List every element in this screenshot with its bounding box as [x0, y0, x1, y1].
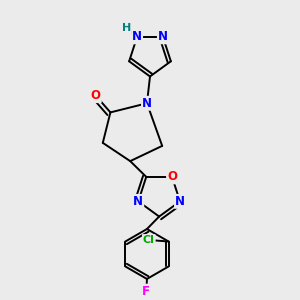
Text: O: O — [167, 170, 177, 183]
Text: Cl: Cl — [143, 235, 155, 245]
Text: N: N — [142, 97, 152, 110]
Text: N: N — [175, 195, 185, 208]
Text: O: O — [91, 89, 101, 102]
Text: N: N — [133, 195, 143, 208]
Text: F: F — [142, 285, 150, 298]
Text: N: N — [158, 30, 168, 43]
Text: H: H — [122, 23, 131, 33]
Text: N: N — [132, 30, 142, 43]
